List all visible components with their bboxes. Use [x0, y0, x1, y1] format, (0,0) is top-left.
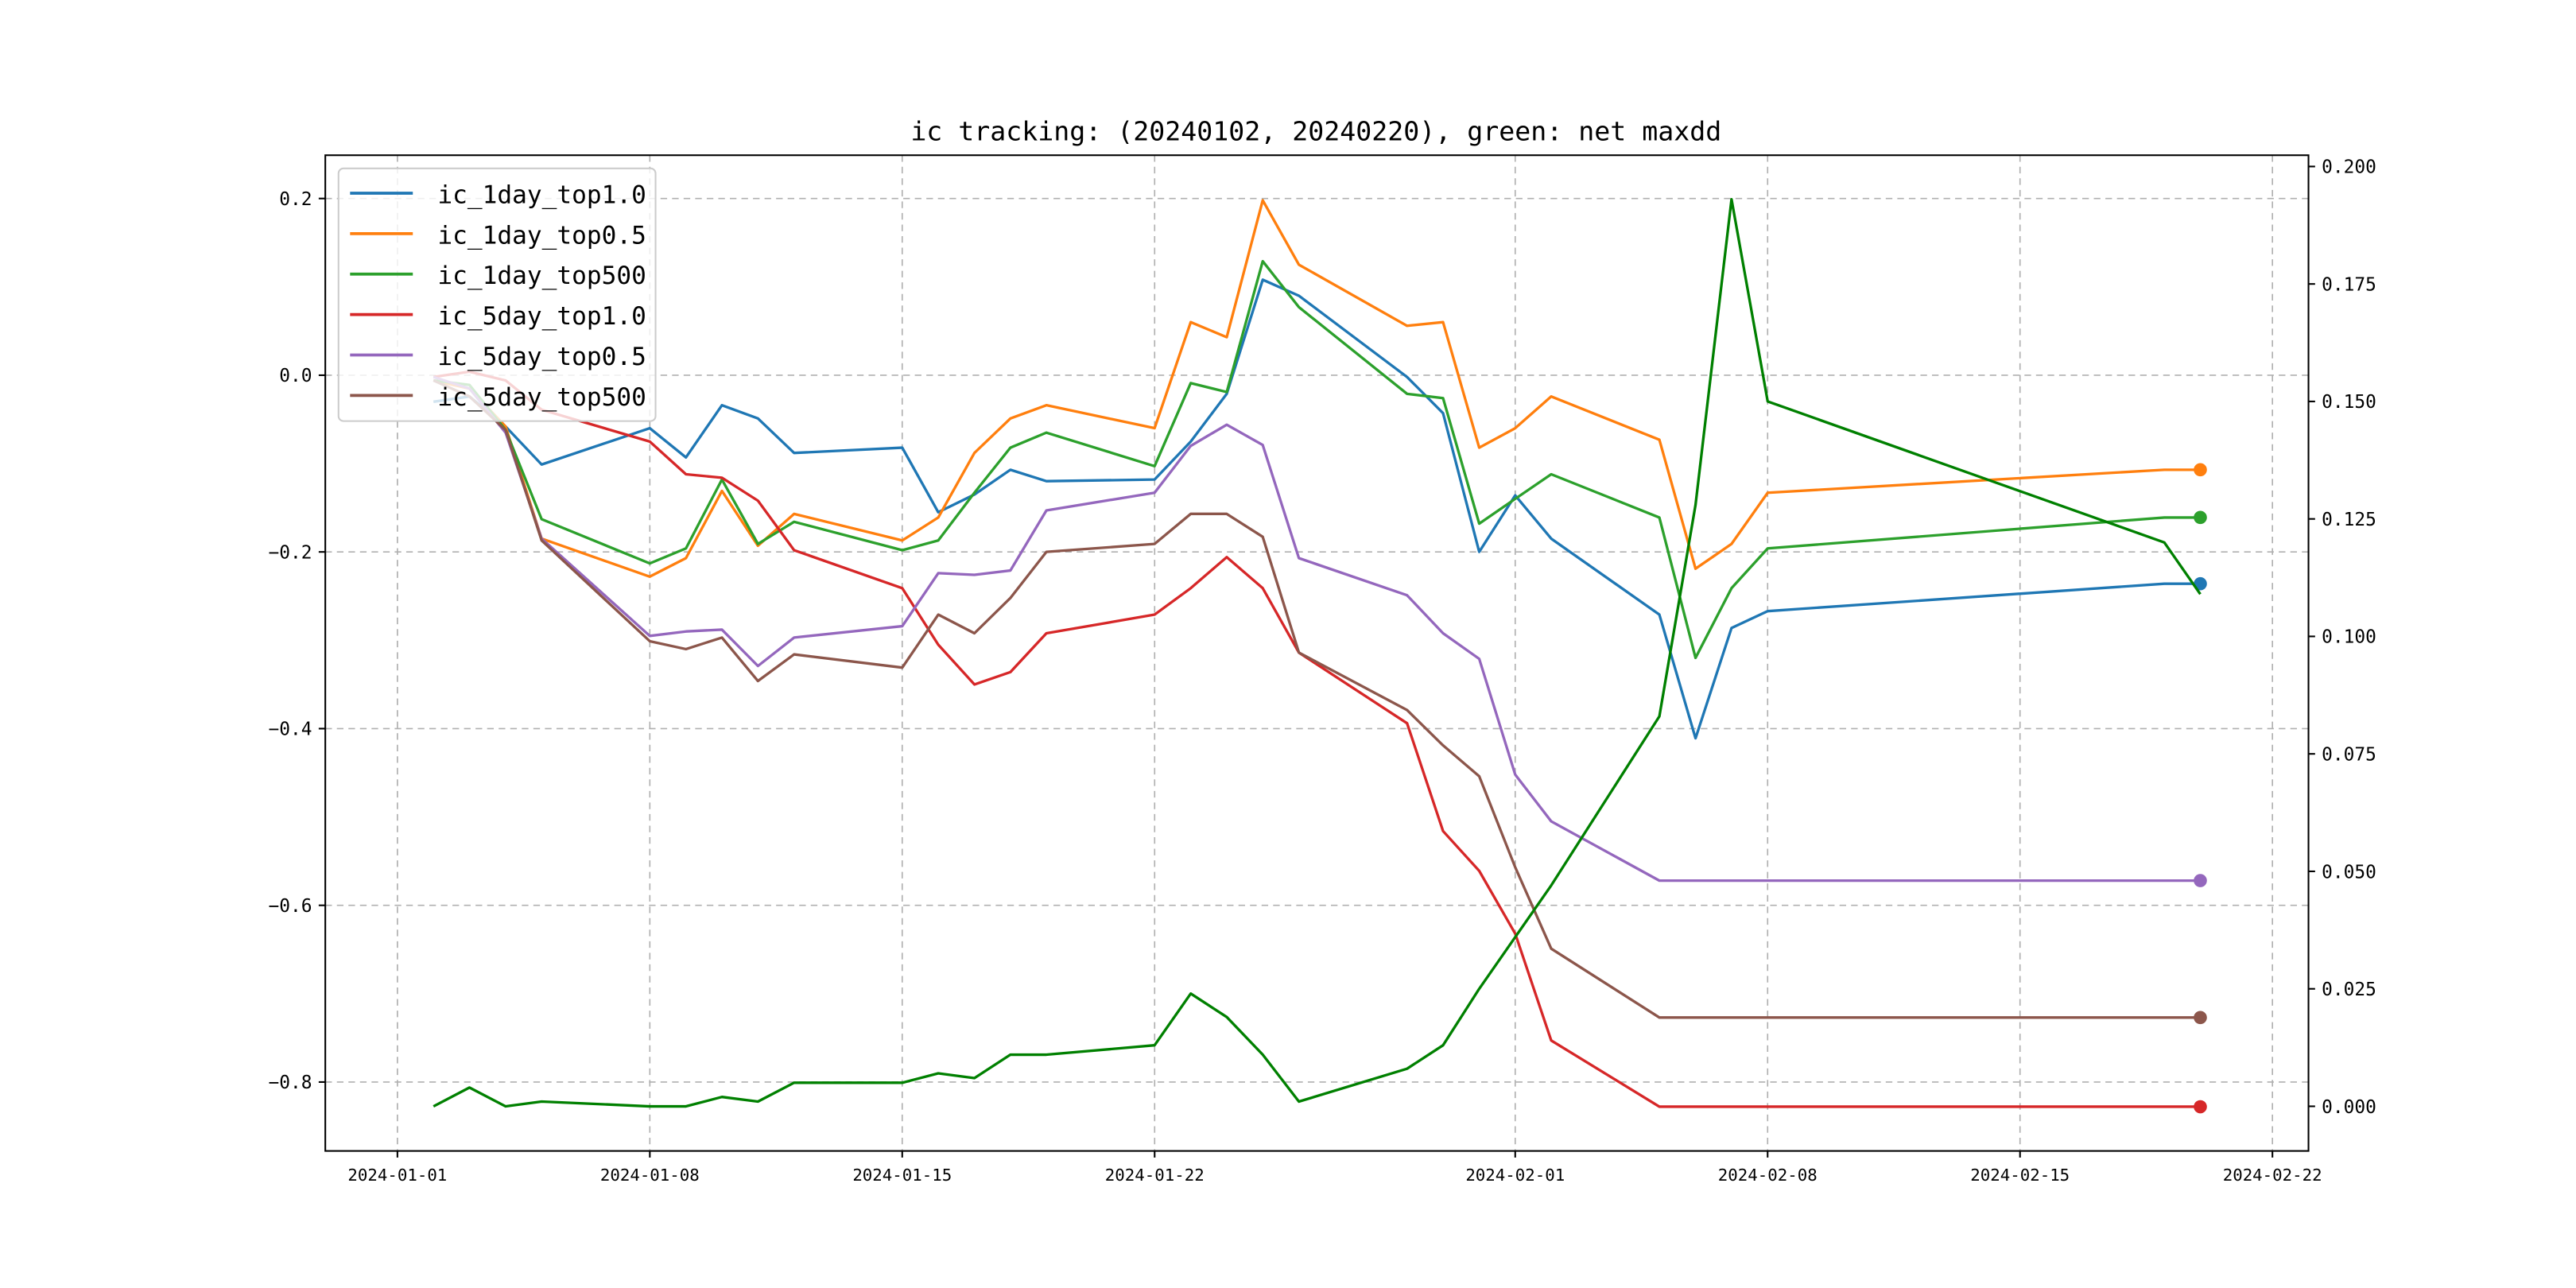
series-line-ic-1day-top1-0 — [433, 278, 2201, 740]
x-tick-label: 2024-02-01 — [1465, 1166, 1565, 1185]
plot-frame — [324, 154, 2310, 1152]
y-right-tick-label: 0.150 — [2322, 392, 2376, 413]
y-left-tick-label: 0.2 — [279, 189, 312, 210]
end-marker-ic-1day-top1-0 — [2194, 576, 2207, 591]
y-right-tick-label: 0.100 — [2322, 627, 2376, 648]
x-tick-label: 2024-02-08 — [1718, 1166, 1818, 1185]
x-tick-label: 2024-01-22 — [1105, 1166, 1205, 1185]
end-marker-ic-1day-top500 — [2194, 510, 2207, 525]
chart-title: ic tracking: (20240102, 20240220), green… — [910, 116, 1721, 147]
series-line-ic-5day-top500 — [433, 379, 2201, 1019]
x-tick-label: 2024-01-01 — [347, 1166, 447, 1185]
y-left-tick-label: −0.6 — [269, 896, 312, 917]
end-marker-ic-1day-top0-5 — [2194, 463, 2207, 477]
series-line-ic-5day-top0-5 — [433, 375, 2201, 883]
x-tick-label: 2024-02-15 — [1970, 1166, 2070, 1185]
x-tick-label: 2024-02-22 — [2223, 1166, 2322, 1185]
y-right-tick-label: 0.125 — [2322, 510, 2376, 530]
legend-label: ic_5day_top500 — [437, 383, 646, 412]
legend-label: ic_1day_top0.5 — [437, 221, 646, 250]
end-marker-ic-5day-top0-5 — [2194, 874, 2207, 887]
y-left-tick-label: 0.0 — [279, 366, 312, 386]
series-lines — [433, 198, 2207, 1114]
axes-ticks: 2024-01-01 2024-01-08 2024-01-15 2024-01-22… — [269, 157, 2376, 1185]
legend-label: ic_1day_top1.0 — [437, 180, 646, 209]
legend-label: ic_1day_top500 — [437, 262, 646, 290]
series-line-ic-1day-top500 — [433, 259, 2201, 660]
y-right-tick-label: 0.200 — [2322, 157, 2376, 178]
end-marker-ic-5day-top500 — [2194, 1011, 2207, 1025]
series-line-ic-1day-top0-5 — [433, 199, 2201, 578]
y-right-tick-label: 0.175 — [2322, 274, 2376, 295]
legend-label: ic_5day_top1.0 — [437, 302, 646, 331]
legend: ic_1day_top1.0 ic_1day_top0.5 ic_1day_top5… — [337, 167, 657, 422]
y-left-tick-label: −0.4 — [269, 720, 312, 740]
end-marker-ic-5day-top1-0 — [2194, 1100, 2207, 1114]
y-right-tick-label: 0.075 — [2322, 745, 2376, 766]
series-line-ic-5day-top1-0 — [433, 370, 2201, 1108]
y-left-tick-label: −0.2 — [269, 542, 312, 563]
y-right-tick-label: 0.000 — [2322, 1097, 2376, 1118]
y-right-tick-label: 0.025 — [2322, 980, 2376, 1000]
legend-box — [337, 167, 657, 422]
x-tick-label: 2024-01-15 — [852, 1166, 952, 1185]
y-left-tick-label: −0.8 — [269, 1073, 312, 1093]
legend-label: ic_5day_top0.5 — [437, 343, 646, 371]
series-line-net-maxdd — [433, 198, 2202, 1108]
x-tick-label: 2024-01-08 — [600, 1166, 700, 1185]
y-right-tick-label: 0.050 — [2322, 862, 2376, 883]
